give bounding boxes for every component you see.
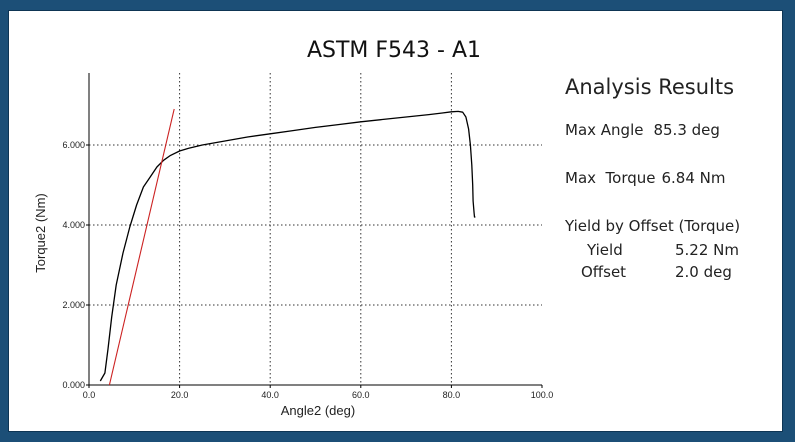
y-tick-label-2: 4.000	[62, 220, 85, 230]
x-tick-label-5: 100.0	[531, 390, 554, 400]
x-axis-label: Angle2 (deg)	[281, 403, 355, 418]
results-title: Analysis Results	[565, 75, 735, 99]
yield-title: Yield by Offset (Torque)	[565, 217, 741, 235]
x-tick-label-4: 80.0	[443, 390, 461, 400]
y-tick-label-1: 2.000	[62, 300, 85, 310]
y-tick-label-3: 6.000	[62, 140, 85, 150]
offset-value: 2.0 deg	[675, 263, 732, 281]
max-torque-label: Max Torque	[565, 169, 656, 187]
yield-label: Yield	[587, 241, 623, 259]
tick-labels: 0.0 20.0 40.0 60.0 80.0 100.0 0.000 2.000 4.000 6…	[62, 140, 553, 400]
yield-value: 5.22 Nm	[675, 241, 739, 259]
chart-title: ASTM F543 - A1	[307, 38, 481, 63]
report-panel: ASTM F543 - A1 0.0 20.0 40.0 60.0 80.0 100.0 0…	[8, 10, 783, 432]
max-angle-row: Max Angle 85.3 deg	[565, 121, 785, 139]
x-tick-label-3: 60.0	[352, 390, 370, 400]
offset-line	[108, 108, 175, 386]
y-axis-label: Torque2 (Nm)	[33, 193, 48, 272]
yield-row: Yield 5.22 Nm	[565, 241, 785, 259]
torque-angle-chart: ASTM F543 - A1 0.0 20.0 40.0 60.0 80.0 100.00…	[33, 38, 553, 418]
series-layer	[99, 108, 476, 386]
analysis-results: Analysis Results Max Angle 85.3 deg Max T…	[565, 75, 785, 285]
max-torque-value: 6.84 Nm	[661, 169, 726, 187]
offset-row: Offset 2.0 deg	[565, 263, 785, 281]
axes	[88, 73, 542, 386]
y-tick-label-0: 0.000	[62, 380, 85, 390]
x-tick-label-2: 40.0	[261, 390, 279, 400]
x-tick-label-1: 20.0	[171, 390, 189, 400]
torque-curve-line	[99, 110, 476, 382]
yield-by-offset: Yield by Offset (Torque) Yield 5.22 Nm Of…	[565, 217, 785, 281]
offset-label: Offset	[581, 263, 627, 281]
grid-lines	[89, 73, 542, 385]
max-angle-label: Max Angle	[565, 121, 644, 139]
max-angle-value: 85.3 deg	[653, 121, 720, 139]
max-torque-row: Max Torque 6.84 Nm	[565, 169, 785, 187]
x-tick-label-0: 0.0	[83, 390, 96, 400]
